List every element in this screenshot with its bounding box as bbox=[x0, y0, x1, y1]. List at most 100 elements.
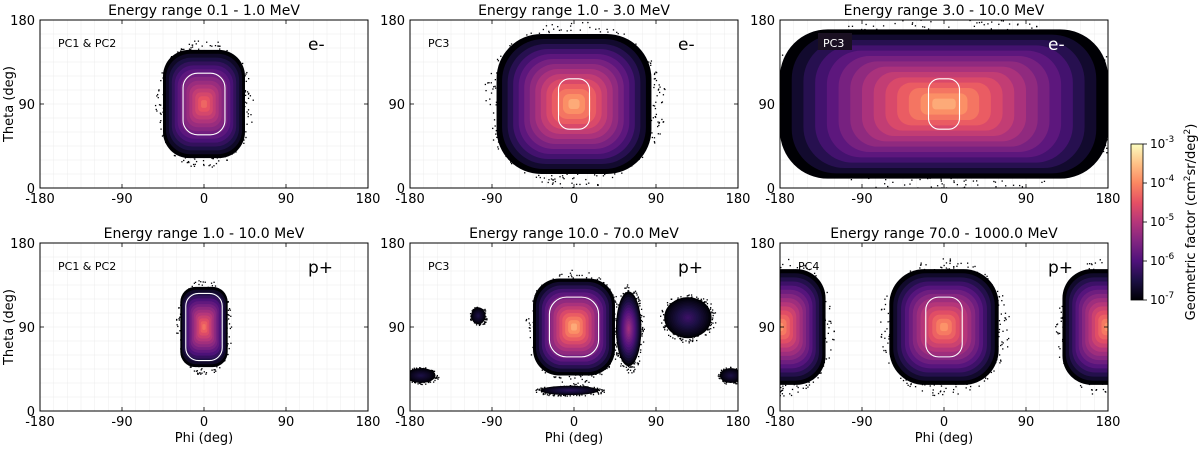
heatmap-blob bbox=[613, 284, 645, 374]
axis-ticks: -180 -90 0 90 180 0 90 180 bbox=[10, 237, 380, 430]
particle-label: e- bbox=[678, 35, 695, 55]
x-tick-label: 0 bbox=[940, 192, 948, 207]
heatmap-blob bbox=[1055, 259, 1108, 395]
heatmap-panel-4: -180 -90 0 90 180 0 90 180 Energy range 1.0 - 10… bbox=[2, 226, 380, 446]
y-tick-label: 90 bbox=[388, 98, 405, 113]
colorbar-label-text: Geometric factor (cm bbox=[1184, 181, 1199, 320]
x-tick-label: -180 bbox=[395, 192, 425, 207]
pc-label-box bbox=[818, 33, 852, 50]
panel-title: Energy range 0.1 - 1.0 MeV bbox=[108, 3, 300, 19]
contour-line bbox=[927, 78, 961, 130]
y-tick-label: 180 bbox=[380, 14, 405, 29]
colorbar-label-mid: sr/deg bbox=[1184, 134, 1199, 175]
y-tick-label: 90 bbox=[18, 98, 35, 113]
heatmap-panel-3: -180 -90 0 90 180 0 90 180 Energy range 3.0 - 10… bbox=[750, 3, 1120, 207]
y-tick-label: 180 bbox=[10, 237, 35, 252]
x-tick-label: 90 bbox=[278, 415, 295, 430]
x-axis-label: Phi (deg) bbox=[915, 431, 973, 446]
colorbar-tick-label: 10-4 bbox=[1150, 174, 1175, 190]
x-axis-label: Phi (deg) bbox=[175, 431, 233, 446]
panel-title: Energy range 3.0 - 10.0 MeV bbox=[844, 3, 1045, 19]
x-tick-label: -180 bbox=[395, 415, 425, 430]
y-tick-label: 90 bbox=[758, 321, 775, 336]
heatmap-blob bbox=[880, 258, 1010, 397]
x-tick-label: -180 bbox=[25, 192, 55, 207]
heatmap-blob bbox=[780, 20, 1108, 188]
x-tick-label: -90 bbox=[851, 192, 872, 207]
heatmap-blob bbox=[410, 367, 440, 386]
x-tick-label: -90 bbox=[851, 415, 872, 430]
colorbar-label: Geometric factor (cm2sr/deg2) bbox=[1183, 124, 1199, 321]
colorbar-label-sup1: 2 bbox=[1183, 175, 1193, 181]
x-tick-label: 90 bbox=[648, 192, 665, 207]
y-tick-label: 90 bbox=[758, 98, 775, 113]
heatmap-blob bbox=[154, 40, 254, 168]
y-tick-label: 180 bbox=[750, 237, 775, 252]
x-tick-label: -180 bbox=[25, 415, 55, 430]
y-tick-label: 0 bbox=[397, 182, 405, 197]
heatmap-body bbox=[780, 258, 1108, 397]
y-tick-label: 180 bbox=[380, 237, 405, 252]
x-tick-label: 90 bbox=[1018, 415, 1035, 430]
heatmap-blob bbox=[525, 269, 624, 387]
heatmap-panel-5: -180 -90 0 90 180 0 90 180 Energy range 10.0 - 7… bbox=[380, 226, 750, 446]
panel-title: Energy range 10.0 - 70.0 MeV bbox=[469, 226, 679, 242]
x-tick-label: 180 bbox=[726, 192, 751, 207]
heatmap-blob bbox=[484, 21, 666, 188]
heatmap-panel-2: -180 -90 0 90 180 0 90 180 Energy range 1.0 - 3.… bbox=[380, 3, 750, 207]
x-tick-label: 180 bbox=[726, 415, 751, 430]
particle-label: p+ bbox=[1048, 258, 1073, 278]
x-tick-label: 180 bbox=[1096, 192, 1121, 207]
x-tick-label: 0 bbox=[200, 415, 208, 430]
y-tick-label: 0 bbox=[767, 405, 775, 420]
panels-group: -180 -90 0 90 180 0 90 180 Energy range 0.1 - 1.… bbox=[2, 3, 1121, 446]
pc-label: PC4 bbox=[798, 260, 819, 273]
heatmap-blob bbox=[660, 294, 717, 344]
particle-label: e- bbox=[308, 35, 325, 55]
axis-ticks: -180 -90 0 90 180 0 90 180 bbox=[750, 14, 1120, 207]
heatmap-body bbox=[175, 280, 233, 375]
x-tick-label: 0 bbox=[570, 192, 578, 207]
colorbar-tick-label: 10-3 bbox=[1150, 135, 1174, 151]
axis-ticks: -180 -90 0 90 180 0 90 180 bbox=[380, 237, 750, 430]
colorbar-tick-label: 10-6 bbox=[1150, 252, 1175, 268]
x-tick-label: 0 bbox=[940, 415, 948, 430]
y-tick-label: 180 bbox=[750, 14, 775, 29]
y-axis-label: Theta (deg) bbox=[2, 66, 17, 143]
x-tick-label: 90 bbox=[648, 415, 665, 430]
x-tick-label: 0 bbox=[570, 415, 578, 430]
heatmap-panel-1: -180 -90 0 90 180 0 90 180 Energy range 0.1 - 1.… bbox=[2, 3, 380, 207]
colorbar-label-sup2: 2 bbox=[1183, 129, 1193, 135]
pc-label: PC3 bbox=[823, 37, 844, 50]
pc-label: PC1 & PC2 bbox=[58, 260, 116, 273]
heatmap-body bbox=[780, 20, 1108, 188]
x-tick-label: 90 bbox=[1018, 192, 1035, 207]
colorbar: 10-3 10-4 10-5 10-6 10-7 Geometric factor (c… bbox=[1130, 124, 1199, 321]
colorbar-label-end: ) bbox=[1184, 124, 1199, 129]
x-tick-label: 0 bbox=[200, 192, 208, 207]
x-tick-label: 180 bbox=[1096, 415, 1121, 430]
x-tick-label: -90 bbox=[111, 415, 132, 430]
heatmap-panel-6: -180 -90 0 90 180 0 90 180 Energy range 70.0 - 1… bbox=[750, 226, 1121, 446]
colorbar-tick-label: 10-5 bbox=[1150, 213, 1174, 229]
y-tick-label: 0 bbox=[27, 182, 35, 197]
y-tick-label: 180 bbox=[10, 14, 35, 29]
colorbar-ticks: 10-3 10-4 10-5 10-6 10-7 bbox=[1143, 135, 1175, 307]
pc-label: PC1 & PC2 bbox=[58, 37, 116, 50]
y-tick-label: 90 bbox=[18, 321, 35, 336]
axis-ticks: -180 -90 0 90 180 0 90 180 bbox=[380, 14, 750, 207]
contour-line bbox=[925, 296, 963, 358]
pc-label: PC3 bbox=[428, 260, 449, 273]
heatmap-blob bbox=[535, 385, 605, 397]
y-tick-label: 0 bbox=[767, 182, 775, 197]
heatmap-blob bbox=[469, 306, 488, 327]
pc-label: PC3 bbox=[428, 37, 449, 50]
heatmap-blob bbox=[175, 280, 233, 375]
x-axis-label: Phi (deg) bbox=[545, 431, 603, 446]
x-tick-label: 180 bbox=[356, 192, 381, 207]
y-tick-label: 0 bbox=[397, 405, 405, 420]
colorbar-tick-label: 10-7 bbox=[1150, 291, 1174, 307]
particle-label: p+ bbox=[308, 258, 333, 278]
x-tick-label: -90 bbox=[481, 415, 502, 430]
